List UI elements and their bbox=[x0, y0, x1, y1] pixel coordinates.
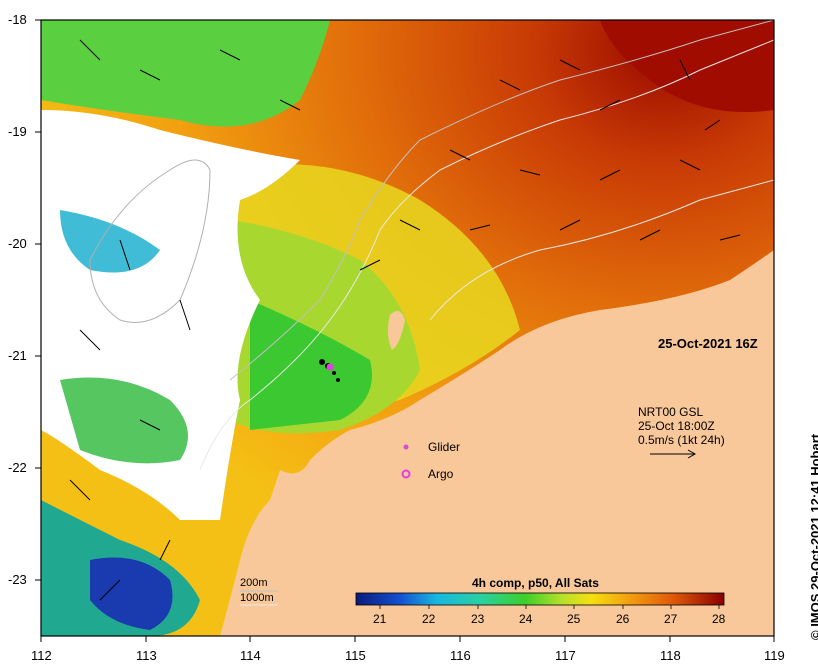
current-vectors bbox=[69, 39, 741, 601]
argo-marker-icon bbox=[401, 469, 411, 479]
colorbar-title: 4h comp, p50, All Sats bbox=[472, 576, 599, 590]
colorbar-tick: 23 bbox=[471, 612, 485, 626]
contour-200m bbox=[229, 20, 774, 381]
colorbar-ticks bbox=[379, 605, 720, 609]
lat-tick-label: -23 bbox=[8, 572, 27, 587]
lon-tick-label: 117 bbox=[555, 648, 576, 663]
colorbar-tick: 22 bbox=[422, 612, 436, 626]
current-source-label: NRT00 GSL bbox=[638, 405, 704, 419]
current-scale-label: 0.5m/s (1kt 24h) bbox=[638, 433, 725, 447]
colorbar-tick: 26 bbox=[616, 612, 630, 626]
sst-cyan-patch bbox=[60, 210, 160, 273]
lat-tick-label: -21 bbox=[8, 348, 27, 363]
sst-nw-green bbox=[41, 20, 330, 127]
current-time-label: 25-Oct 18:00Z bbox=[638, 419, 715, 433]
sst-blue-patch bbox=[90, 557, 173, 630]
glider-track bbox=[319, 359, 340, 382]
colorbar bbox=[355, 592, 725, 606]
colorbar-tick: 25 bbox=[567, 612, 581, 626]
colorbar-tick: 24 bbox=[519, 612, 533, 626]
contour-offshore bbox=[429, 179, 774, 321]
lon-tick-label: 114 bbox=[240, 648, 261, 663]
lat-tick-label: -19 bbox=[8, 124, 27, 139]
lat-tick-label: -18 bbox=[8, 12, 27, 27]
contour-shoal bbox=[89, 159, 211, 323]
land-australia bbox=[220, 250, 774, 636]
island-barrow bbox=[387, 311, 405, 350]
depth-200-label: 200m bbox=[240, 577, 268, 589]
colorbar-tick: 28 bbox=[712, 612, 726, 626]
glider-legend-label: Glider bbox=[428, 440, 461, 454]
depth-1000-label: 1000m bbox=[240, 592, 274, 604]
lon-tick-label: 119 bbox=[764, 648, 785, 663]
lon-tick-label: 116 bbox=[450, 648, 471, 663]
argo-legend-label: Argo bbox=[428, 467, 454, 481]
imos-credit: © IMOS 29-Oct-2021 12:41 Hobart bbox=[808, 433, 818, 640]
timestamp-label: 25-Oct-2021 16Z bbox=[658, 336, 758, 351]
axis-ticks bbox=[35, 19, 775, 642]
colorbar-tick: 27 bbox=[664, 612, 678, 626]
sst-green-sw bbox=[60, 377, 188, 464]
lon-tick-label: 115 bbox=[345, 648, 366, 663]
map-field bbox=[41, 20, 774, 636]
glider-marker-icon bbox=[403, 444, 409, 450]
sst-hot-patch bbox=[600, 20, 774, 112]
sst-green-zone bbox=[250, 300, 372, 430]
colorbar-tick: 21 bbox=[373, 612, 387, 626]
legend-markers bbox=[401, 444, 411, 479]
plot-frame bbox=[40, 19, 775, 637]
contour-1000m bbox=[199, 39, 774, 471]
lat-tick-label: -22 bbox=[8, 460, 27, 475]
lon-tick-label: 112 bbox=[31, 648, 52, 663]
lon-tick-label: 113 bbox=[136, 648, 157, 663]
lon-tick-label: 118 bbox=[660, 648, 681, 663]
lat-tick-label: -20 bbox=[8, 236, 27, 251]
